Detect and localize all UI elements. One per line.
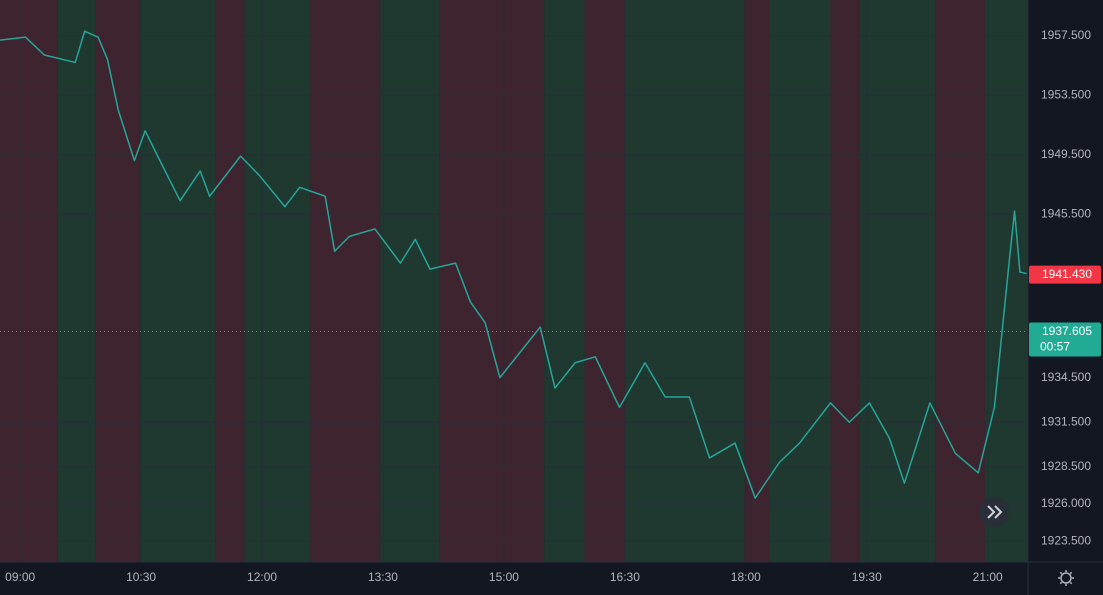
y-tick-label: 1923.500 (1041, 533, 1091, 547)
x-tick-label: 09:00 (5, 570, 35, 584)
session-band (380, 0, 440, 562)
x-tick-label: 19:30 (852, 570, 882, 584)
session-band (439, 0, 545, 562)
x-tick-label: 12:00 (247, 570, 277, 584)
x-tick-label: 10:30 (126, 570, 156, 584)
session-band (935, 0, 985, 562)
session-band (744, 0, 770, 562)
settings-button[interactable] (1058, 570, 1074, 586)
session-band (624, 0, 745, 562)
x-tick-label: 21:00 (973, 570, 1003, 584)
session-band (310, 0, 381, 562)
last-price-label: 1941.430 (1042, 267, 1092, 281)
session-band (830, 0, 861, 562)
session-band (584, 0, 625, 562)
session-band (139, 0, 216, 562)
session-band (95, 0, 140, 562)
y-tick-label: 1953.500 (1041, 87, 1091, 101)
y-tick-label: 1934.500 (1041, 370, 1091, 384)
plot-area (0, 0, 1028, 562)
scroll-button[interactable] (979, 497, 1009, 527)
session-band (244, 0, 311, 562)
session-band (769, 0, 831, 562)
x-tick-label: 15:00 (489, 570, 519, 584)
y-tick-label: 1945.500 (1041, 206, 1091, 220)
x-tick-label: 18:00 (731, 570, 761, 584)
y-tick-label: 1926.000 (1041, 496, 1091, 510)
y-tick-label: 1949.500 (1041, 147, 1091, 161)
y-tick-label: 1931.500 (1041, 414, 1091, 428)
price-line (0, 30, 1027, 499)
session-band (0, 0, 58, 562)
last-price-badge (1029, 265, 1101, 284)
current-price-label: 1937.605 (1042, 324, 1092, 338)
session-band (57, 0, 96, 562)
current-price-badge (1029, 322, 1101, 357)
y-tick-label: 1928.500 (1041, 459, 1091, 473)
session-band (215, 0, 245, 562)
x-tick-label: 13:30 (368, 570, 398, 584)
session-band (860, 0, 936, 562)
countdown-label: 00:57 (1040, 340, 1070, 354)
y-tick-label: 1957.500 (1041, 28, 1091, 42)
session-band (544, 0, 585, 562)
x-tick-label: 16:30 (610, 570, 640, 584)
